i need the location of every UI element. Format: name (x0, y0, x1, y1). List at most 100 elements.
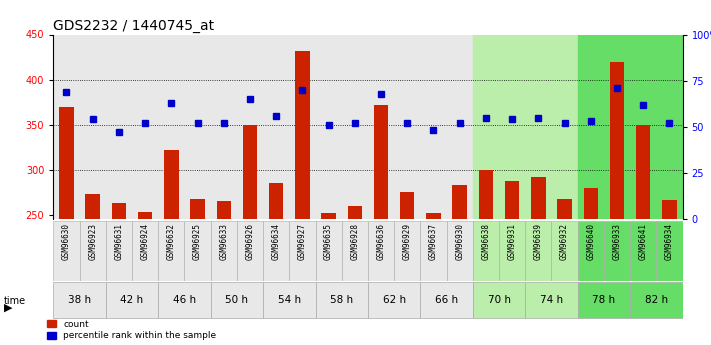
Bar (295, 51, 309, 345)
Bar (420, 282, 473, 318)
Bar (577, 221, 604, 281)
Text: 58 h: 58 h (330, 295, 353, 305)
Bar (499, 221, 525, 281)
Bar (316, 34, 368, 219)
Bar (106, 221, 132, 281)
Bar (473, 221, 499, 281)
Text: GSM96931: GSM96931 (508, 223, 517, 259)
Text: GSM96928: GSM96928 (351, 223, 359, 259)
Text: GSM96929: GSM96929 (402, 223, 412, 259)
Bar (374, 105, 388, 345)
Bar (158, 34, 210, 219)
Bar (210, 282, 263, 318)
Bar (210, 34, 263, 219)
Bar (473, 282, 525, 318)
Text: GSM96930: GSM96930 (455, 223, 464, 259)
Text: 42 h: 42 h (120, 295, 144, 305)
Bar (316, 221, 342, 281)
Bar (164, 150, 178, 345)
Bar (610, 61, 624, 345)
Text: GSM96933: GSM96933 (612, 223, 621, 259)
Text: GSM96637: GSM96637 (429, 223, 438, 259)
Bar (604, 221, 630, 281)
Legend: count, percentile rank within the sample: count, percentile rank within the sample (47, 320, 217, 341)
Text: GSM96630: GSM96630 (62, 223, 71, 259)
Text: 70 h: 70 h (488, 295, 510, 305)
Bar (525, 282, 577, 318)
Text: 46 h: 46 h (173, 295, 196, 305)
Text: 66 h: 66 h (435, 295, 458, 305)
Bar (132, 221, 158, 281)
Text: GSM96641: GSM96641 (638, 223, 648, 259)
Text: ▶: ▶ (4, 303, 12, 313)
Text: GSM96927: GSM96927 (298, 223, 307, 259)
Bar (394, 221, 420, 281)
Text: GSM96636: GSM96636 (377, 223, 385, 259)
Bar (191, 199, 205, 345)
Bar (368, 282, 420, 318)
Bar (342, 221, 368, 281)
Bar (106, 34, 158, 219)
Bar (368, 34, 420, 219)
Bar (237, 221, 263, 281)
Bar (158, 221, 184, 281)
Bar (263, 34, 316, 219)
Text: 50 h: 50 h (225, 295, 248, 305)
Bar (184, 221, 210, 281)
Text: GSM96638: GSM96638 (481, 223, 491, 259)
Text: GSM96632: GSM96632 (167, 223, 176, 259)
Text: GSM96634: GSM96634 (272, 223, 281, 259)
Bar (552, 221, 577, 281)
Bar (525, 34, 577, 219)
Bar (106, 282, 158, 318)
Bar (368, 221, 394, 281)
Bar (420, 221, 447, 281)
Text: GSM96640: GSM96640 (587, 223, 595, 259)
Bar (505, 181, 519, 345)
Text: 78 h: 78 h (592, 295, 616, 305)
Bar (316, 282, 368, 318)
Bar (263, 282, 316, 318)
Bar (531, 177, 545, 345)
Text: GSM96635: GSM96635 (324, 223, 333, 259)
Bar (138, 212, 152, 345)
Bar (53, 34, 106, 219)
Text: time: time (4, 296, 26, 306)
Bar (420, 34, 473, 219)
Bar (656, 221, 683, 281)
Bar (630, 34, 683, 219)
Text: GSM96932: GSM96932 (560, 223, 569, 259)
Bar (479, 169, 493, 345)
Text: GSM96639: GSM96639 (534, 223, 543, 259)
Bar (210, 221, 237, 281)
Bar (427, 213, 441, 345)
Bar (158, 282, 210, 318)
Text: GSM96924: GSM96924 (141, 223, 149, 259)
Bar (112, 203, 126, 345)
Bar (557, 199, 572, 345)
Bar (577, 34, 630, 219)
Text: GSM96633: GSM96633 (219, 223, 228, 259)
Text: 38 h: 38 h (68, 295, 91, 305)
Text: GSM96923: GSM96923 (88, 223, 97, 259)
Text: 74 h: 74 h (540, 295, 563, 305)
Bar (348, 206, 362, 345)
Bar (217, 201, 231, 345)
Bar (630, 221, 656, 281)
Bar (85, 194, 100, 345)
Text: 82 h: 82 h (645, 295, 668, 305)
Bar (577, 282, 630, 318)
Bar (80, 221, 106, 281)
Text: GSM96925: GSM96925 (193, 223, 202, 259)
Bar (53, 221, 80, 281)
Bar (321, 213, 336, 345)
Bar (662, 200, 677, 345)
Bar (636, 125, 651, 345)
Bar (584, 188, 598, 345)
Text: 54 h: 54 h (278, 295, 301, 305)
Bar (242, 126, 257, 345)
Bar (630, 282, 683, 318)
Bar (53, 282, 106, 318)
Bar (289, 221, 316, 281)
Bar (447, 221, 473, 281)
